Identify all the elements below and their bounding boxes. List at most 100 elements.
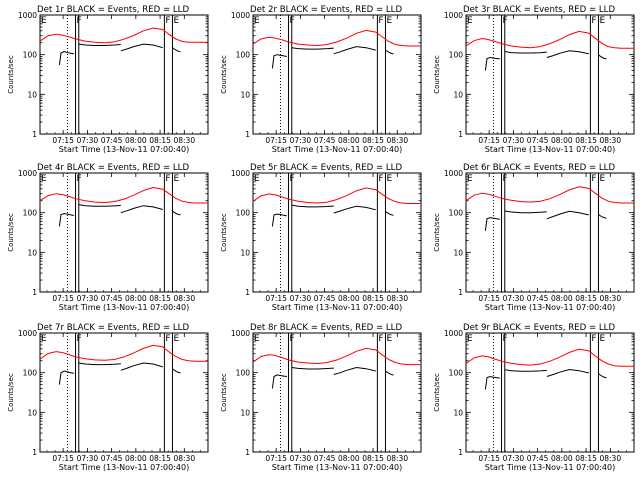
- events-series-line: [291, 204, 334, 208]
- marker-annotation: E: [41, 334, 47, 344]
- y-tick-label: 1000: [444, 329, 463, 338]
- x-tick-label: 08:00: [551, 454, 573, 463]
- panel-title: Det 2r BLACK = Events, RED = LLD: [250, 5, 402, 15]
- x-tick-label: 07:15: [478, 136, 500, 145]
- marker-annotation: E: [41, 16, 47, 26]
- marker-annotation: E: [173, 174, 179, 184]
- plot-frame: [252, 332, 422, 453]
- x-axis-label: Start Time (13-Nov-11 07:00:40): [272, 145, 402, 154]
- x-tick-label: 08:00: [125, 136, 147, 145]
- marker-annotation: E: [467, 16, 473, 26]
- x-tick-label: 07:15: [52, 454, 74, 463]
- events-series-line: [333, 46, 376, 55]
- events-series-line: [385, 210, 394, 216]
- events-series-line: [598, 54, 607, 60]
- marker-annotation: F: [165, 334, 170, 344]
- x-axis-label: Start Time (13-Nov-11 07:00:40): [59, 303, 189, 312]
- marker-annotation: F: [503, 174, 508, 184]
- marker-annotation: E: [599, 334, 605, 344]
- y-tick-label: 1: [245, 288, 250, 297]
- x-axis-label: Start Time (13-Nov-11 07:00:40): [272, 303, 402, 312]
- plot-frame: [465, 332, 635, 453]
- marker-annotation: E: [173, 334, 179, 344]
- x-tick-label: 07:30: [503, 136, 525, 145]
- marker-annotation: F: [290, 174, 295, 184]
- panel-det-9: Det 9r BLACK = Events, RED = LLD 1 10 100 10…: [433, 323, 635, 472]
- y-axis-label: Counts/sec: [220, 213, 228, 252]
- y-tick-label: 1000: [444, 11, 463, 20]
- marker-annotation: F: [77, 16, 82, 26]
- x-tick-label: 07:30: [503, 294, 525, 303]
- marker-annotation: F: [591, 16, 596, 26]
- panel-det-7: Det 7r BLACK = Events, RED = LLD 1 10 100 10…: [7, 323, 209, 472]
- marker-annotation: F: [503, 16, 508, 26]
- lld-series-line: [252, 29, 421, 47]
- x-tick-label: 07:15: [52, 136, 74, 145]
- x-tick-label: 07:15: [265, 294, 287, 303]
- y-tick-label: 100: [23, 51, 38, 60]
- x-tick-label: 07:15: [265, 454, 287, 463]
- y-tick-label: 10: [453, 408, 463, 417]
- panel-title: Det 4r BLACK = Events, RED = LLD: [37, 163, 189, 173]
- x-tick-label: 07:45: [314, 454, 336, 463]
- y-tick-label: 1000: [231, 11, 250, 20]
- x-tick-label: 08:15: [362, 294, 384, 303]
- events-series-line: [333, 366, 376, 375]
- x-tick-label: 08:30: [386, 136, 408, 145]
- marker-annotation: F: [165, 16, 170, 26]
- y-axis-label: Counts/sec: [220, 55, 228, 94]
- x-tick-label: 08:00: [338, 454, 360, 463]
- events-series-line: [58, 370, 74, 385]
- x-tick-label: 08:15: [575, 454, 597, 463]
- lld-series-line: [465, 186, 634, 204]
- x-tick-label: 08:30: [173, 136, 195, 145]
- events-series-line: [484, 56, 500, 71]
- y-tick-label: 1: [32, 130, 37, 139]
- events-series-line: [78, 43, 121, 46]
- marker-annotation: F: [378, 174, 383, 184]
- marker-annotation: F: [591, 174, 596, 184]
- x-tick-label: 08:30: [386, 294, 408, 303]
- marker-annotation: E: [41, 174, 47, 184]
- y-tick-label: 100: [236, 51, 251, 60]
- y-axis-label: Counts/sec: [7, 373, 15, 412]
- x-tick-label: 08:30: [386, 454, 408, 463]
- x-tick-label: 07:45: [101, 454, 123, 463]
- panel-title: Det 8r BLACK = Events, RED = LLD: [250, 323, 402, 333]
- x-tick-label: 07:15: [52, 294, 74, 303]
- marker-annotation: F: [290, 334, 295, 344]
- marker-annotation: F: [378, 334, 383, 344]
- x-tick-label: 07:45: [101, 136, 123, 145]
- panel-title: Det 7r BLACK = Events, RED = LLD: [37, 323, 189, 333]
- events-series-line: [385, 49, 394, 55]
- panel-det-6: Det 6r BLACK = Events, RED = LLD 1 10 100 10…: [433, 163, 635, 312]
- x-tick-label: 07:30: [503, 454, 525, 463]
- y-tick-label: 100: [23, 209, 38, 218]
- marker-annotation: E: [599, 174, 605, 184]
- events-series-line: [546, 50, 589, 58]
- events-series-line: [504, 369, 547, 372]
- lld-series-line: [465, 348, 634, 367]
- y-tick-label: 10: [27, 408, 37, 417]
- events-series-line: [598, 214, 607, 219]
- y-tick-label: 1000: [18, 169, 37, 178]
- x-axis-label: Start Time (13-Nov-11 07:00:40): [272, 463, 402, 472]
- events-series-line: [172, 368, 181, 374]
- x-tick-label: 08:00: [551, 294, 573, 303]
- x-tick-label: 08:15: [362, 454, 384, 463]
- x-tick-label: 07:30: [77, 136, 99, 145]
- y-tick-label: 1: [458, 130, 463, 139]
- x-tick-label: 07:45: [527, 136, 549, 145]
- marker-annotation: E: [467, 334, 473, 344]
- marker-annotation: E: [386, 174, 392, 184]
- y-tick-label: 1000: [18, 329, 37, 338]
- x-tick-label: 08:15: [149, 136, 171, 145]
- x-tick-label: 08:00: [551, 136, 573, 145]
- events-series-line: [291, 47, 334, 50]
- events-series-line: [78, 204, 121, 207]
- x-tick-label: 08:00: [125, 454, 147, 463]
- y-tick-label: 100: [449, 369, 464, 378]
- x-tick-label: 07:45: [314, 294, 336, 303]
- panel-det-5: Det 5r BLACK = Events, RED = LLD 1 10 100 10…: [220, 163, 422, 312]
